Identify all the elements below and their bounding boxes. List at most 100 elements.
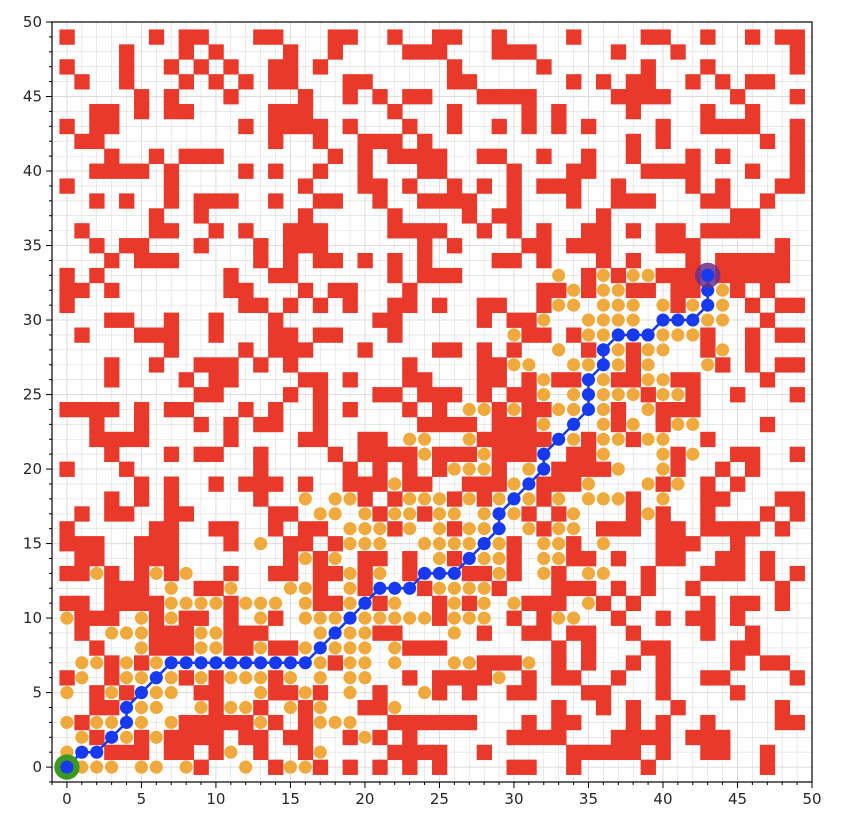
- obstacle-cell: [506, 446, 522, 463]
- obstacle-cell: [685, 402, 701, 418]
- obstacle-cell: [655, 416, 671, 433]
- obstacle-cell: [208, 670, 224, 686]
- explored-node: [477, 402, 491, 417]
- obstacle-cell: [536, 431, 552, 448]
- obstacle-cell: [789, 29, 805, 45]
- obstacle-cell: [268, 521, 284, 537]
- obstacle-cell: [506, 342, 522, 358]
- path-node: [656, 313, 670, 327]
- obstacle-cell: [104, 148, 120, 164]
- obstacle-cell: [282, 267, 299, 284]
- obstacle-cell: [74, 610, 90, 626]
- obstacle-cell: [625, 714, 642, 731]
- obstacle-cell: [148, 223, 165, 239]
- obstacle-cell: [223, 416, 239, 433]
- path-node: [432, 566, 447, 580]
- obstacle-cell: [372, 178, 388, 194]
- obstacle-cell: [133, 551, 150, 567]
- obstacle-cell: [759, 565, 776, 582]
- obstacle-cell: [387, 252, 403, 269]
- obstacle-cell: [372, 387, 388, 403]
- obstacle-cell: [491, 208, 507, 224]
- explored-node: [343, 566, 357, 580]
- obstacle-cell: [178, 610, 194, 626]
- explored-node: [105, 686, 119, 700]
- explored-node: [417, 447, 432, 461]
- obstacle-cell: [536, 223, 552, 239]
- obstacle-cell: [208, 223, 224, 239]
- obstacle-cell: [268, 685, 284, 701]
- explored-node: [552, 537, 566, 551]
- obstacle-cell: [89, 193, 105, 209]
- explored-node: [164, 671, 178, 685]
- explored-node: [358, 656, 372, 670]
- obstacle-cell: [163, 476, 180, 492]
- explored-node: [671, 477, 685, 491]
- obstacle-cell: [297, 342, 314, 358]
- explored-node: [388, 700, 402, 715]
- obstacle-cell: [89, 416, 105, 433]
- obstacle-cell: [417, 252, 433, 269]
- obstacle-cell: [104, 506, 120, 522]
- explored-node: [313, 626, 327, 640]
- obstacle-cell: [208, 312, 224, 328]
- obstacle-cell: [282, 357, 299, 373]
- obstacle-cell: [402, 670, 418, 686]
- explored-node: [358, 641, 372, 655]
- obstacle-cell: [730, 89, 746, 105]
- obstacle-cell: [253, 700, 269, 716]
- explored-node: [283, 760, 297, 774]
- obstacle-cell: [491, 446, 507, 463]
- obstacle-cell: [595, 521, 612, 537]
- obstacle-cell: [59, 402, 75, 418]
- obstacle-cell: [581, 342, 597, 358]
- obstacle-cell: [163, 252, 180, 269]
- obstacle-cell: [551, 178, 567, 194]
- obstacle-cell: [253, 744, 269, 761]
- obstacle-cell: [297, 89, 314, 105]
- path-node: [90, 745, 104, 759]
- obstacle-cell: [506, 759, 522, 775]
- obstacle-cell: [342, 118, 358, 135]
- obstacle-cell: [178, 44, 194, 60]
- obstacle-cell: [327, 44, 343, 60]
- obstacle-cell: [581, 163, 597, 179]
- obstacle-cell: [59, 565, 75, 582]
- explored-node: [358, 537, 372, 551]
- obstacle-cell: [744, 625, 761, 641]
- obstacle-cell: [282, 685, 299, 701]
- obstacle-cell: [357, 580, 373, 597]
- obstacle-cell: [595, 595, 612, 612]
- obstacle-cell: [223, 89, 239, 105]
- obstacle-cell: [432, 461, 448, 477]
- obstacle-cell: [566, 461, 582, 477]
- obstacle-cell: [59, 282, 75, 299]
- obstacle-cell: [521, 327, 537, 343]
- obstacle-cell: [551, 700, 567, 716]
- obstacle-cell: [282, 103, 299, 120]
- obstacle-cell: [402, 357, 418, 373]
- explored-node: [149, 566, 163, 580]
- obstacle-cell: [640, 193, 656, 209]
- obstacle-cell: [59, 461, 75, 477]
- obstacle-cell: [640, 729, 656, 746]
- obstacle-cell: [402, 297, 418, 313]
- obstacle-cell: [253, 446, 269, 463]
- obstacle-cell: [133, 744, 150, 761]
- obstacle-cell: [74, 282, 90, 299]
- obstacle-cell: [521, 89, 537, 105]
- obstacle-cell: [491, 580, 507, 597]
- obstacle-cell: [715, 670, 731, 686]
- obstacle-cell: [238, 74, 254, 90]
- obstacle-cell: [178, 372, 194, 388]
- obstacle-cell: [357, 342, 373, 358]
- obstacle-cell: [357, 551, 373, 567]
- obstacle-cell: [133, 476, 150, 492]
- obstacle-cell: [133, 565, 150, 582]
- obstacle-cell: [148, 252, 165, 269]
- obstacle-cell: [685, 372, 701, 388]
- explored-node: [298, 686, 312, 700]
- obstacle-cell: [581, 580, 597, 597]
- obstacle-cell: [208, 44, 224, 60]
- obstacle-cell: [417, 163, 433, 179]
